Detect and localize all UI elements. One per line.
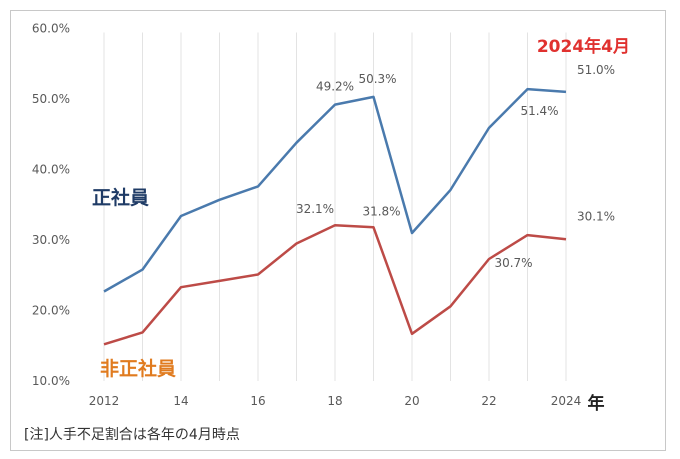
series-line-seishain bbox=[103, 87, 567, 293]
data-label: 30.1% bbox=[577, 209, 615, 223]
x-axis-label: 年 bbox=[588, 393, 605, 414]
series-line-hiseishain bbox=[103, 223, 567, 346]
data-label: 32.1% bbox=[296, 202, 334, 216]
x-tick-label: 2024 bbox=[551, 394, 582, 408]
data-label: 30.7% bbox=[494, 256, 532, 270]
series-name-seishain: 正社員 bbox=[92, 186, 149, 209]
y-tick-label: 60.0% bbox=[32, 22, 70, 36]
data-label: 50.3% bbox=[358, 72, 396, 86]
data-label: 31.8% bbox=[362, 204, 400, 218]
x-tick-label: 14 bbox=[173, 394, 188, 408]
y-tick-label: 10.0% bbox=[32, 374, 70, 388]
x-tick-label: 16 bbox=[250, 394, 265, 408]
y-tick-label: 40.0% bbox=[32, 163, 70, 177]
annotation-date: 2024年4月 bbox=[537, 36, 630, 57]
y-tick-label: 50.0% bbox=[32, 92, 70, 106]
data-label: 51.4% bbox=[520, 104, 558, 118]
x-tick-label: 22 bbox=[481, 394, 496, 408]
x-tick-label: 18 bbox=[327, 394, 342, 408]
x-tick-label: 2012 bbox=[89, 394, 120, 408]
y-tick-label: 20.0% bbox=[32, 304, 70, 318]
x-tick-label: 20 bbox=[404, 394, 419, 408]
chart-note: [注]人手不足割合は各年の4月時点 bbox=[24, 427, 240, 443]
chart-frame bbox=[10, 10, 666, 451]
data-label: 49.2% bbox=[316, 80, 354, 94]
series-name-hiseishain: 非正社員 bbox=[100, 357, 176, 380]
data-label: 51.0% bbox=[577, 63, 615, 77]
y-tick-label: 30.0% bbox=[32, 233, 70, 247]
